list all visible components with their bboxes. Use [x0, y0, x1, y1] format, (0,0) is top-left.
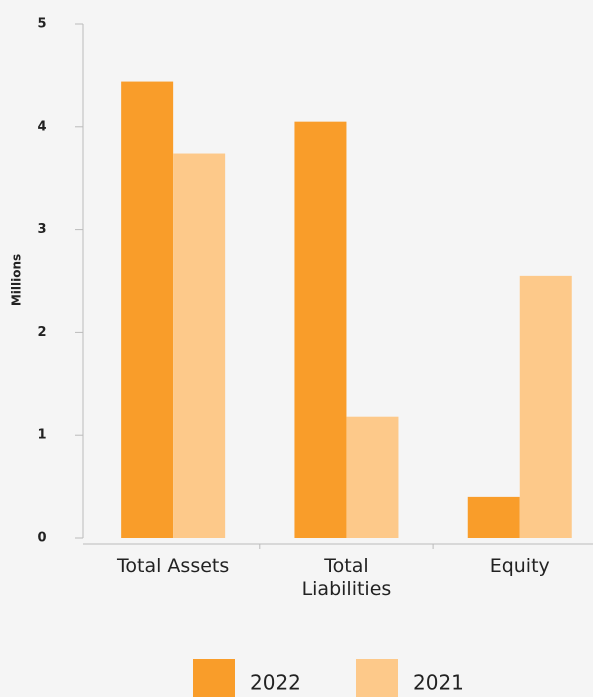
- y-tick-label: 4: [37, 119, 46, 134]
- legend-label: 2021: [413, 671, 464, 695]
- bar: [519, 275, 572, 538]
- legend-swatch: [193, 659, 235, 697]
- y-tick-label: 5: [37, 17, 46, 32]
- x-tick-label: Total Liabilities: [301, 555, 392, 600]
- bar: [173, 153, 226, 538]
- x-tick-label: Equity: [489, 555, 550, 577]
- bar: [467, 496, 520, 538]
- x-tick-label: Total Assets: [117, 555, 230, 577]
- bar: [121, 81, 174, 539]
- bar: [294, 121, 347, 538]
- bar: [346, 416, 399, 538]
- legend-label: 2022: [250, 671, 301, 695]
- y-tick-label: 0: [37, 531, 46, 546]
- y-tick-label: 1: [37, 428, 46, 443]
- y-tick-label: 3: [37, 222, 46, 237]
- y-tick-label: 2: [37, 325, 46, 340]
- legend-swatch: [356, 659, 398, 697]
- y-axis-label: Millions: [10, 254, 24, 306]
